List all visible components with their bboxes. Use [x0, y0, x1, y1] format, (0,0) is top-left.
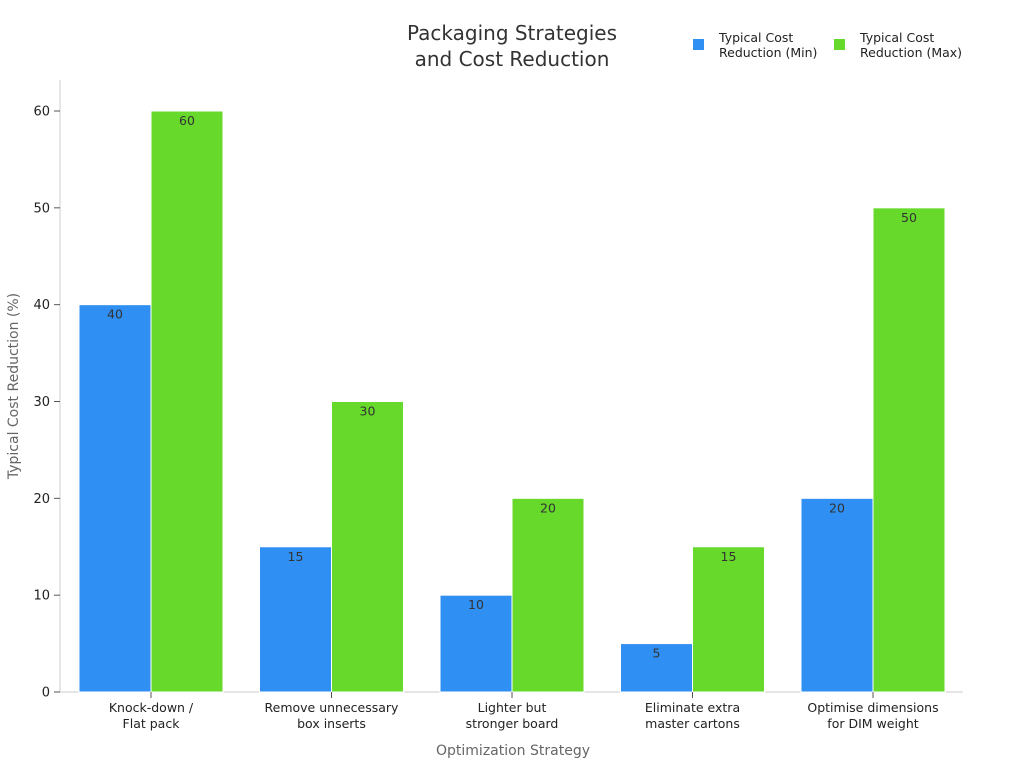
x-axis-title: Optimization Strategy [436, 743, 590, 759]
y-tick-label: 30 [33, 395, 50, 410]
chart-title: Packaging Strategies and Cost Reduction [407, 21, 617, 71]
y-tick-label: 60 [33, 105, 50, 120]
y-tick-label: 40 [33, 298, 50, 313]
x-tick-label: Optimise dimensions [807, 700, 938, 715]
data-label: 30 [360, 404, 376, 419]
x-tick-label: Remove unnecessary [265, 700, 400, 715]
bar-max [511, 497, 585, 693]
data-label: 40 [107, 307, 123, 322]
x-tick-label: Knock-down / [109, 700, 194, 715]
legend-label-min-line-1: Typical Cost [718, 30, 793, 45]
chart-title-line-1: Packaging Strategies [407, 21, 617, 45]
y-tick-label: 10 [33, 589, 50, 604]
bar-min [800, 497, 874, 693]
y-tick-label: 0 [42, 686, 50, 701]
x-tick-label: master cartons [645, 716, 740, 731]
y-axis-ticks: 0 10 20 30 40 50 60 [33, 105, 60, 701]
bar-max [692, 546, 765, 693]
legend-swatch-min [693, 39, 704, 50]
legend-swatch-max [834, 39, 845, 50]
data-label: 20 [540, 500, 556, 515]
y-axis-title: Typical Cost Reduction (%) [6, 293, 22, 480]
legend-label-min-line-2: Reduction (Min) [719, 45, 817, 60]
legend: Typical Cost Reduction (Min) Typical Cos… [693, 30, 962, 60]
data-label: 60 [179, 113, 195, 128]
x-tick-label: Lighter but [478, 700, 547, 715]
data-label: 15 [721, 549, 737, 564]
legend-label-max-line-2: Reduction (Max) [860, 45, 962, 60]
data-label: 10 [468, 597, 484, 612]
bar-min [78, 304, 152, 693]
data-label: 50 [901, 210, 917, 225]
bar-max [331, 401, 404, 693]
x-tick-label: box inserts [297, 716, 366, 731]
x-tick-label: Flat pack [123, 716, 181, 731]
data-label: 5 [653, 646, 661, 661]
bar-max [150, 110, 224, 693]
data-label: 15 [288, 549, 304, 564]
x-tick-label: Eliminate extra [645, 700, 740, 715]
x-axis-categories: Knock-down /Flat pack Remove unnecessaryb… [109, 692, 939, 731]
legend-label-max-line-1: Typical Cost [859, 30, 934, 45]
y-tick-label: 20 [33, 492, 50, 507]
y-tick-label: 50 [33, 201, 50, 216]
bars [78, 110, 946, 693]
chart-title-line-2: and Cost Reduction [415, 47, 610, 71]
data-label: 20 [829, 500, 845, 515]
x-tick-label: stronger board [466, 716, 559, 731]
bar-min [259, 546, 332, 693]
data-labels: 40 60 15 30 10 20 5 15 20 50 [107, 113, 917, 661]
x-tick-label: for DIM weight [827, 716, 918, 731]
bar-max [872, 207, 946, 693]
bar-min [620, 643, 693, 693]
